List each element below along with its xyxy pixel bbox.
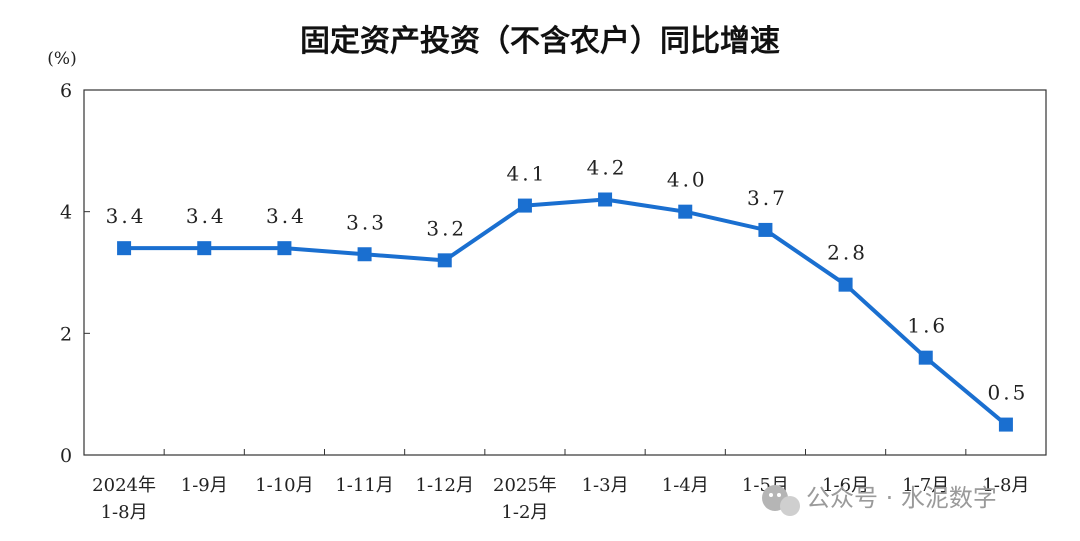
series: 3.4 3.4 3.4 3.3 3.2 4.1 4.2 4.0 3.7 2.8 1.6 0.5	[106, 156, 1029, 432]
y-axis: 0 2 4 6	[60, 80, 90, 467]
x-tick-label: 1-8月	[101, 502, 148, 523]
data-label: 3.4	[186, 204, 227, 228]
x-tick-label: 1-2月	[501, 502, 548, 523]
x-tick-label: 1-7月	[902, 475, 949, 496]
data-point-marker	[998, 417, 1013, 432]
x-tick-label: 1-6月	[822, 475, 869, 496]
watermark: 公众号 · 水泥数字	[762, 484, 997, 516]
data-label: 0.5	[988, 381, 1029, 405]
data-label: 3.2	[426, 216, 467, 240]
chart-title: 固定资产投资（不含农户）同比增速	[300, 24, 780, 59]
data-point-marker	[437, 253, 452, 268]
data-label: 4.1	[507, 162, 548, 186]
data-label: 3.4	[106, 204, 147, 228]
series-line	[124, 197, 1008, 427]
x-tick-label: 2024年	[92, 475, 156, 496]
wechat-icon	[762, 485, 800, 516]
data-point-marker	[117, 241, 132, 256]
data-label: 1.6	[907, 314, 948, 338]
data-label: 3.4	[266, 204, 307, 228]
data-point-marker	[517, 198, 532, 213]
data-label: 3.7	[747, 186, 788, 210]
data-label: 2.8	[827, 241, 868, 265]
data-point-marker	[838, 277, 853, 292]
y-tick-label: 0	[60, 445, 72, 467]
x-tick-label: 2025年	[493, 475, 557, 496]
y-tick-label: 2	[60, 323, 72, 345]
data-point-marker	[918, 350, 933, 365]
x-tick-label: 1-10月	[255, 475, 313, 496]
data-label: 4.2	[587, 156, 628, 180]
x-tick-label: 1-9月	[181, 475, 228, 496]
x-tick-label: 1-8月	[982, 475, 1029, 496]
x-axis: 2024年 1-8月 1-9月 1-10月 1-11月 1-12月 2025年 1-2月 1-3…	[92, 449, 1029, 523]
data-point-marker	[598, 192, 613, 207]
x-tick-label: 1-12月	[416, 475, 474, 496]
y-tick-label: 6	[60, 80, 72, 102]
data-label: 3.3	[346, 210, 387, 234]
x-tick-label: 1-3月	[582, 475, 629, 496]
data-point-marker	[197, 241, 212, 256]
data-point-marker	[277, 241, 292, 256]
data-label: 4.0	[667, 168, 708, 192]
y-axis-unit: (%)	[47, 49, 76, 69]
x-tick-label: 1-11月	[335, 475, 393, 496]
data-point-marker	[678, 204, 693, 219]
y-tick-label: 4	[60, 202, 72, 224]
data-point-marker	[758, 222, 773, 237]
data-point-marker	[357, 247, 372, 262]
x-tick-label: 1-4月	[662, 475, 709, 496]
watermark-text: 公众号 · 水泥数字	[806, 484, 997, 512]
plot-frame	[83, 89, 1047, 456]
